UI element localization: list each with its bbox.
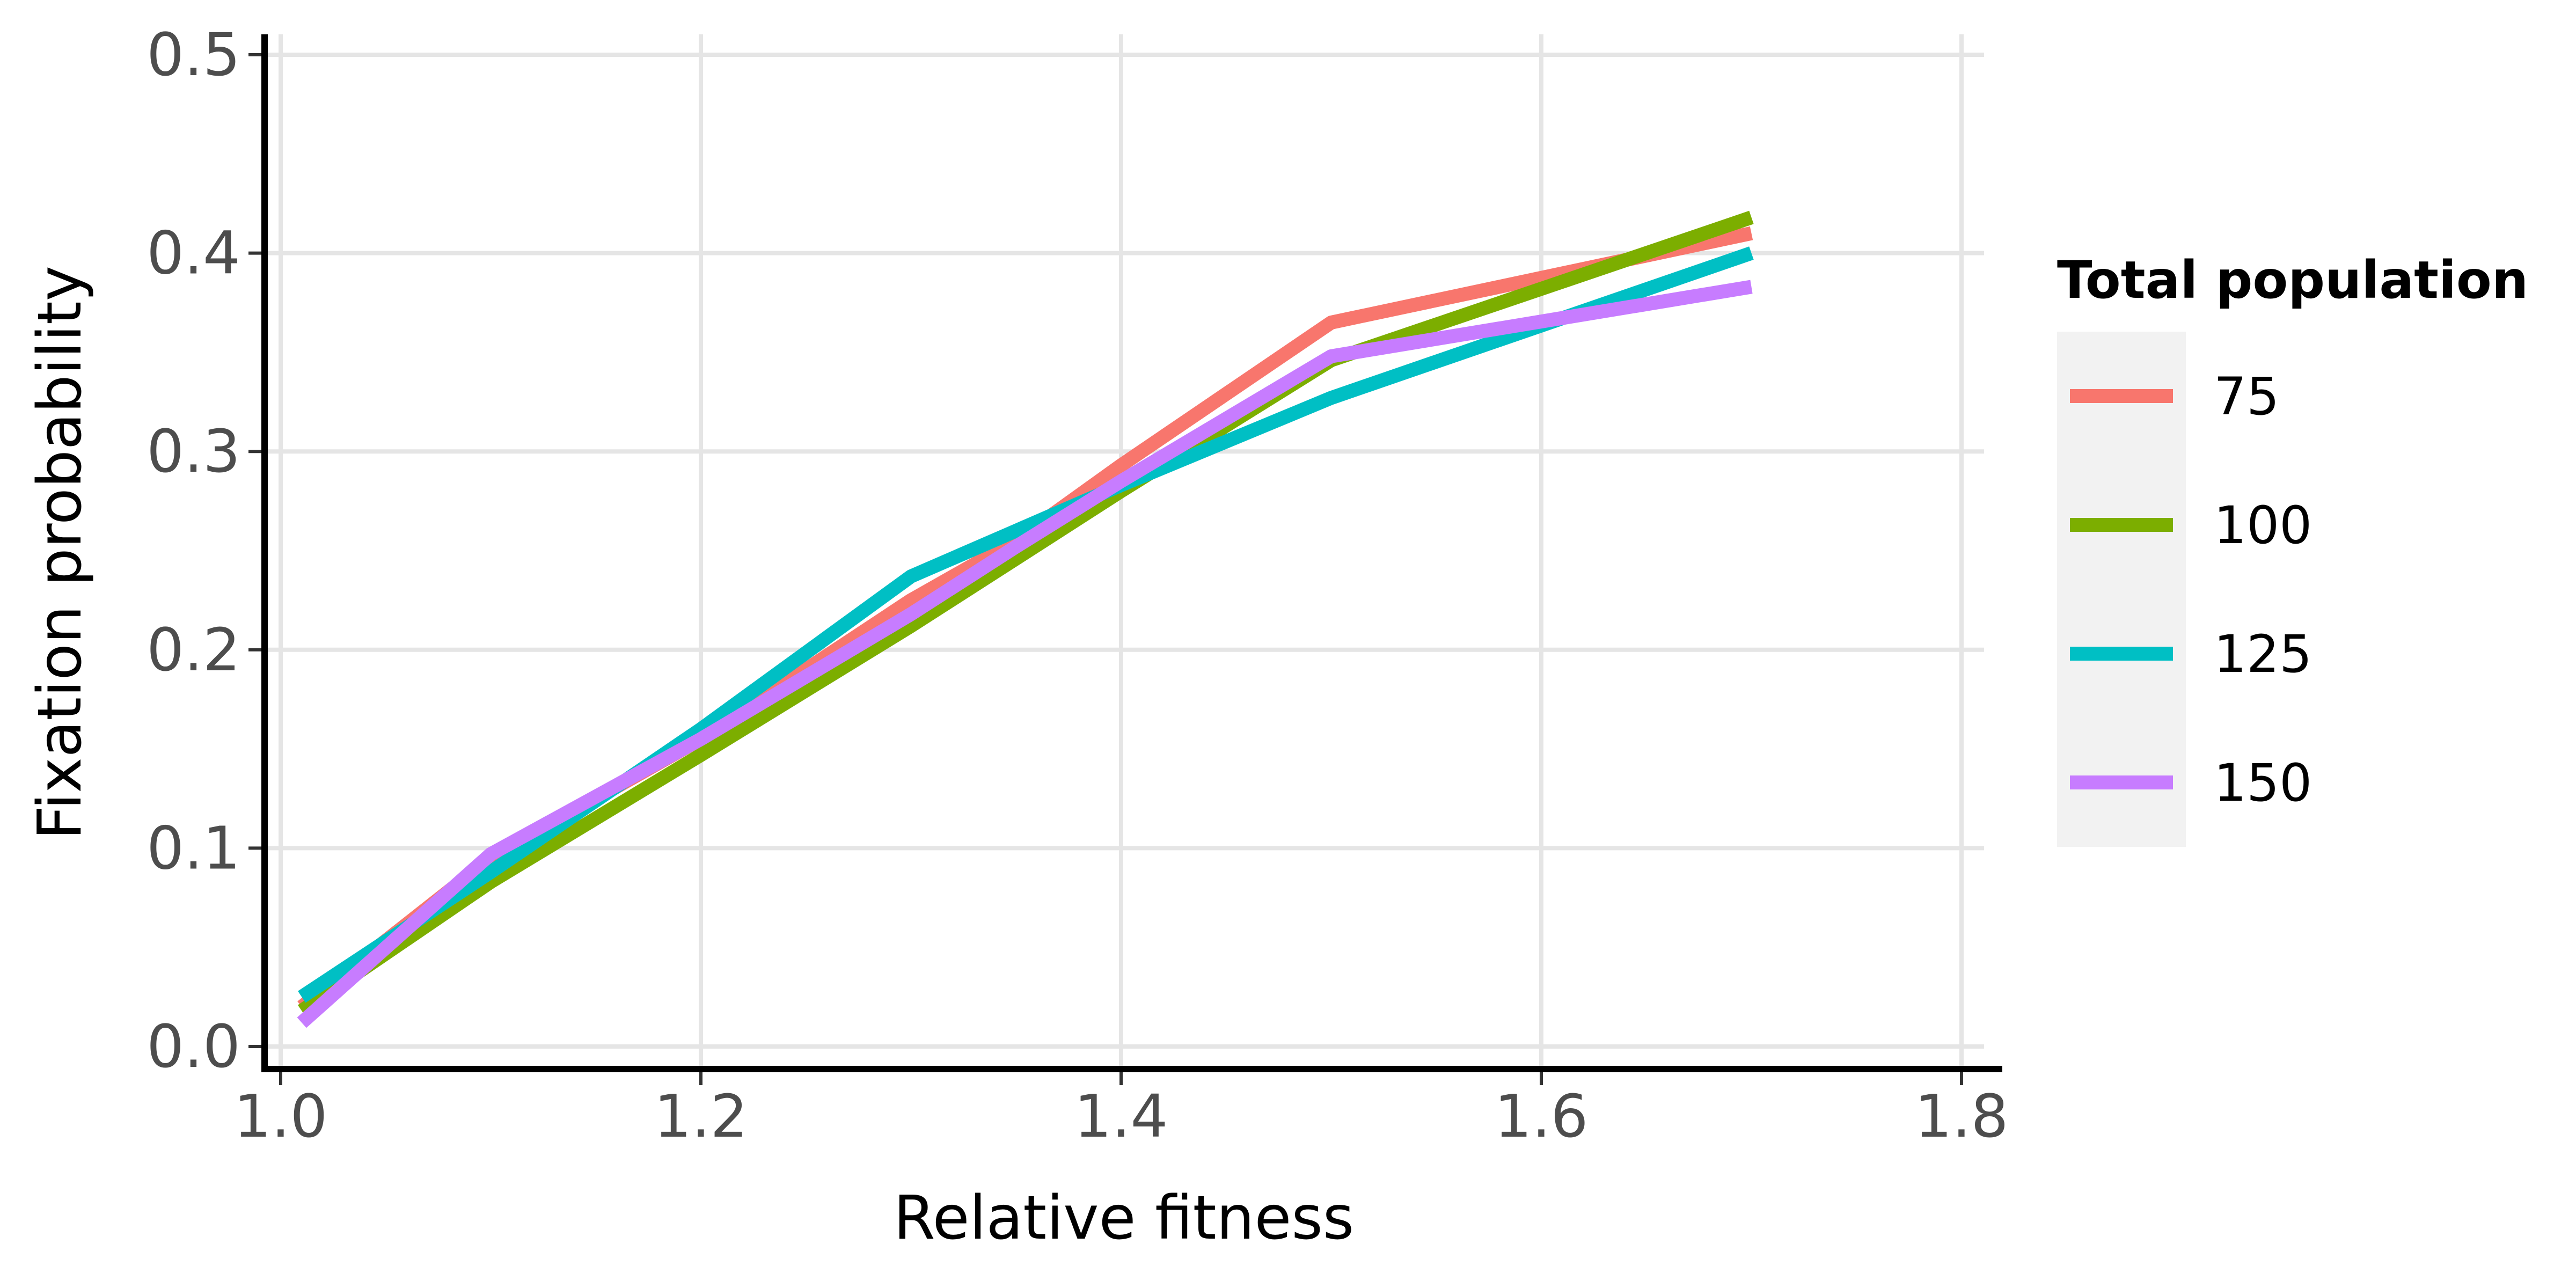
- y-tick-label: 0.2: [147, 616, 240, 684]
- y-ticks: 0.0 0.1 0.2 0.3 0.4 0.5: [147, 20, 261, 1081]
- x-tick-label: 1.2: [654, 1082, 748, 1151]
- x-tick-label: 1.4: [1074, 1082, 1168, 1151]
- legend-items: 75 100 125 150: [2070, 367, 2312, 813]
- x-tick-label: 1.0: [234, 1082, 328, 1151]
- legend-key-background: [2057, 332, 2186, 847]
- axes: [261, 34, 2002, 1072]
- legend: Total population 75 100 125 150: [2057, 250, 2528, 847]
- grid: [265, 34, 1984, 1069]
- series-lines: [297, 210, 1754, 1028]
- x-ticks: 1.0 1.2 1.4 1.6 1.8: [234, 1072, 2009, 1151]
- legend-label-125: 125: [2214, 624, 2312, 684]
- y-tick-label: 0.0: [147, 1012, 240, 1081]
- y-tick-label: 0.1: [147, 814, 240, 882]
- legend-label-100: 100: [2214, 495, 2312, 555]
- series-line-125: [298, 246, 1754, 1003]
- series-line-75: [297, 226, 1753, 1013]
- y-axis-title: Fixation probability: [25, 266, 95, 840]
- series-line-150: [297, 280, 1753, 1028]
- y-tick-label: 0.3: [147, 417, 240, 486]
- legend-title: Total population: [2057, 250, 2528, 310]
- series-line-100: [297, 210, 1754, 1017]
- x-tick-label: 1.6: [1495, 1082, 1589, 1151]
- y-tick-label: 0.4: [147, 219, 240, 288]
- x-tick-label: 1.8: [1915, 1082, 2009, 1151]
- legend-label-150: 150: [2214, 753, 2312, 813]
- y-tick-label: 0.5: [147, 20, 240, 89]
- legend-label-75: 75: [2214, 367, 2279, 427]
- x-axis-title: Relative fitness: [894, 1183, 1354, 1253]
